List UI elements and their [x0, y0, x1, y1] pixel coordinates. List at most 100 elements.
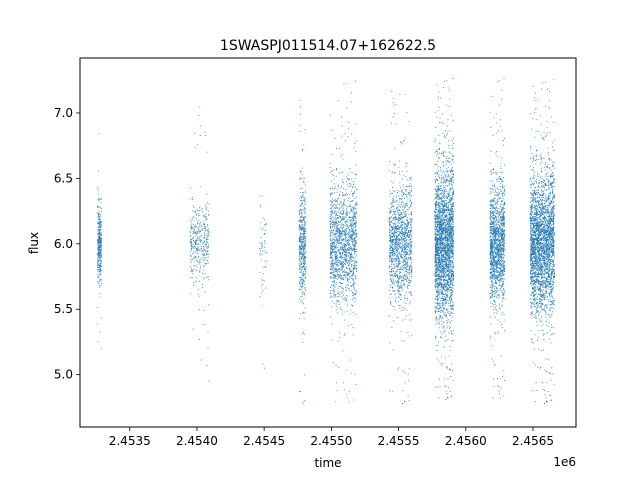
data-point [333, 192, 336, 194]
data-point [349, 268, 351, 270]
data-point [401, 213, 403, 215]
data-point [301, 191, 303, 193]
data-point [350, 250, 352, 252]
data-point [302, 223, 304, 226]
data-point [99, 251, 101, 253]
data-point [410, 244, 412, 246]
data-point [332, 273, 334, 275]
data-point [393, 306, 395, 308]
data-point [352, 292, 354, 294]
data-point [304, 258, 307, 260]
data-point [344, 271, 346, 273]
data-point [192, 246, 194, 248]
data-point [408, 248, 410, 250]
data-point [401, 290, 403, 292]
data-point [202, 243, 204, 245]
data-point [402, 209, 404, 211]
data-point [352, 172, 354, 174]
data-point [346, 257, 348, 260]
data-point [331, 232, 333, 234]
data-point [261, 279, 264, 281]
data-point [403, 243, 405, 245]
data-point [403, 248, 405, 250]
data-point [334, 251, 336, 253]
data-point [355, 245, 357, 247]
data-point [303, 215, 305, 217]
data-point [405, 257, 408, 259]
data-point [199, 106, 201, 108]
data-point [403, 174, 405, 176]
data-point [343, 389, 345, 391]
data-point [330, 257, 332, 259]
data-point [445, 312, 447, 314]
data-point [301, 287, 303, 289]
data-point [403, 206, 405, 208]
data-point [343, 247, 345, 249]
data-point [332, 292, 334, 294]
data-point [444, 357, 446, 359]
data-point [299, 192, 301, 194]
data-point [397, 281, 399, 283]
data-point [410, 190, 412, 192]
data-point [340, 211, 342, 213]
data-point [192, 328, 194, 330]
data-point [395, 217, 397, 219]
data-point [346, 221, 349, 223]
data-point [447, 300, 449, 302]
data-point [202, 214, 204, 216]
data-point [406, 196, 408, 198]
data-point [403, 277, 405, 279]
data-point [403, 274, 405, 276]
data-point [329, 292, 331, 295]
data-point [439, 310, 441, 312]
data-point [189, 271, 191, 273]
data-point [266, 251, 268, 254]
data-point [342, 244, 344, 246]
data-point [265, 222, 267, 224]
data-point [391, 253, 393, 255]
data-point [194, 281, 197, 283]
data-point [393, 248, 396, 250]
data-point [299, 252, 301, 254]
data-point [389, 274, 391, 276]
data-point [298, 317, 300, 319]
data-point [329, 248, 332, 250]
data-point [301, 167, 303, 169]
data-point [331, 220, 333, 222]
data-point [304, 277, 306, 279]
data-point [407, 209, 409, 211]
data-point [203, 247, 205, 249]
data-point [396, 246, 398, 248]
data-point [302, 244, 305, 246]
data-point [100, 263, 102, 265]
data-point [434, 306, 436, 308]
data-point [302, 240, 304, 242]
data-point [401, 190, 404, 192]
data-point [299, 226, 301, 228]
data-point [190, 242, 192, 244]
data-point [392, 186, 394, 189]
data-point [99, 256, 101, 258]
data-point [205, 243, 207, 245]
data-point [397, 218, 399, 220]
data-point [260, 248, 262, 250]
data-point [400, 284, 402, 286]
data-point [302, 242, 304, 244]
data-point [97, 256, 99, 258]
data-point [391, 201, 393, 203]
data-point [200, 226, 202, 228]
data-point [401, 191, 403, 193]
data-point [336, 309, 338, 311]
data-point [391, 252, 393, 254]
data-point [402, 268, 404, 270]
data-point [403, 217, 405, 219]
data-point [345, 240, 347, 242]
data-point [305, 269, 307, 271]
data-point [407, 244, 410, 247]
data-point [336, 274, 339, 276]
data-point [303, 243, 305, 245]
data-point [197, 252, 199, 254]
data-point [346, 300, 348, 302]
data-point [193, 260, 195, 262]
data-point [405, 231, 407, 233]
